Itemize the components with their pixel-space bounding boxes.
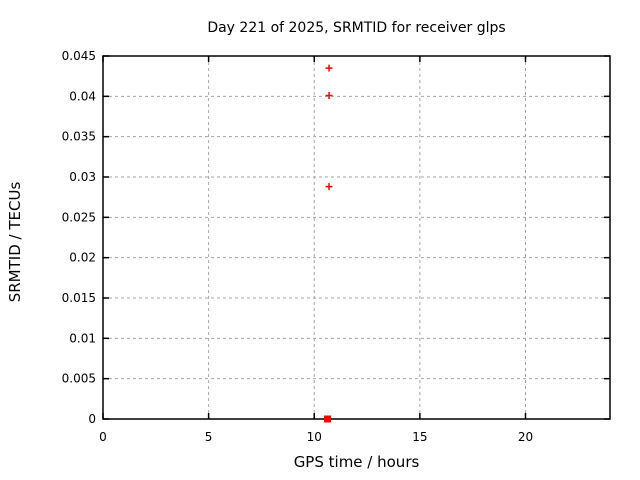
y-tick-label: 0.02 — [69, 251, 96, 265]
data-point-plus — [325, 64, 333, 72]
x-tick-label: 10 — [307, 430, 322, 444]
chart-title: Day 221 of 2025, SRMTID for receiver glp… — [207, 20, 506, 36]
y-tick-label: 0.045 — [62, 49, 96, 63]
y-tick-label: 0.01 — [69, 331, 96, 345]
x-tick-label: 0 — [99, 430, 107, 444]
x-tick-label: 15 — [412, 430, 427, 444]
data-point-square — [324, 415, 332, 423]
data-point-plus — [325, 183, 333, 191]
x-tick-label: 5 — [205, 430, 213, 444]
plot-border — [102, 55, 611, 420]
y-tick-label: 0.03 — [69, 170, 96, 184]
x-axis-title: GPS time / hours — [293, 453, 420, 471]
y-tick-label: 0.005 — [62, 372, 96, 386]
y-tick-label: 0.025 — [62, 210, 96, 224]
y-tick-label: 0.015 — [62, 291, 96, 305]
x-tick-label: 20 — [518, 430, 533, 444]
data-point-plus — [325, 92, 333, 100]
y-tick-label: 0 — [88, 412, 96, 426]
y-tick-label: 0.04 — [69, 89, 96, 103]
y-tick-label: 0.035 — [62, 130, 96, 144]
